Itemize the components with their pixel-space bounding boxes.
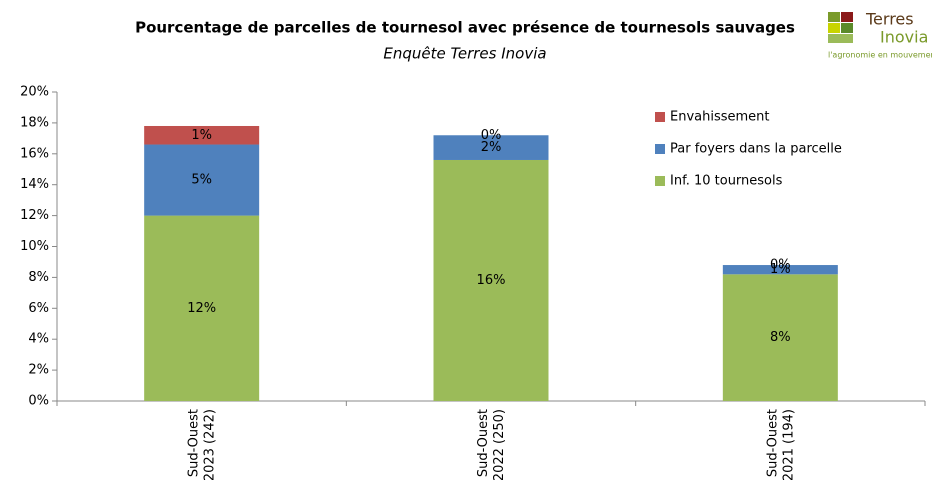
bar-segment bbox=[144, 144, 260, 216]
legend-label: Inf. 10 tournesols bbox=[670, 174, 783, 189]
logo-block bbox=[828, 23, 840, 33]
y-tick-label: 8% bbox=[28, 270, 49, 285]
bar-segment bbox=[144, 215, 260, 401]
data-label: 1% bbox=[191, 128, 212, 143]
logo-text: Terres bbox=[865, 10, 914, 29]
data-label: 8% bbox=[770, 330, 791, 345]
bar-segment bbox=[433, 159, 549, 401]
logo-tagline: l'agronomie en mouvement bbox=[828, 51, 932, 60]
data-label: 5% bbox=[191, 173, 212, 188]
data-label: 1% bbox=[770, 262, 791, 277]
logo-block bbox=[841, 12, 853, 22]
logo-block bbox=[828, 12, 840, 22]
bar-segment bbox=[722, 265, 838, 275]
y-tick-label: 20% bbox=[20, 85, 49, 100]
logo-block bbox=[828, 34, 853, 43]
y-tick-label: 0% bbox=[28, 394, 49, 409]
legend-label: Par foyers dans la parcelle bbox=[670, 142, 842, 157]
x-tick-label: Sud-Ouest2021 (194) bbox=[765, 409, 796, 480]
data-label: 0% bbox=[481, 128, 502, 143]
y-tick-label: 16% bbox=[20, 146, 49, 161]
data-label: 0% bbox=[770, 258, 791, 273]
logo: Terres Inovia l'agronomie en mouvement bbox=[828, 10, 932, 60]
y-tick-label: 12% bbox=[20, 208, 49, 223]
chart-title: Pourcentage de parcelles de tournesol av… bbox=[135, 19, 795, 37]
logo-block bbox=[841, 23, 853, 33]
y-tick-label: 6% bbox=[28, 301, 49, 316]
data-label: 12% bbox=[187, 301, 216, 316]
y-tick-label: 2% bbox=[28, 363, 49, 378]
bar-segment bbox=[144, 125, 260, 145]
bar-segment bbox=[433, 135, 549, 160]
y-tick-label: 4% bbox=[28, 332, 49, 347]
bar-segment bbox=[722, 274, 838, 401]
chart-subtitle: Enquête Terres Inovia bbox=[383, 45, 546, 63]
y-tick-label: 10% bbox=[20, 239, 49, 254]
y-tick-label: 18% bbox=[20, 115, 49, 130]
legend-label: Envahissement bbox=[670, 110, 770, 125]
data-label: 16% bbox=[477, 273, 506, 288]
legend-swatch bbox=[655, 112, 665, 122]
legend-swatch bbox=[655, 176, 665, 186]
y-tick-label: 14% bbox=[20, 177, 49, 192]
x-tick-label: Sud-Ouest2023 (242) bbox=[186, 409, 217, 480]
legend-swatch bbox=[655, 144, 665, 154]
data-label: 2% bbox=[481, 140, 502, 155]
x-tick-label: Sud-Ouest2022 (250) bbox=[476, 409, 507, 480]
logo-text: Inovia bbox=[880, 28, 928, 47]
